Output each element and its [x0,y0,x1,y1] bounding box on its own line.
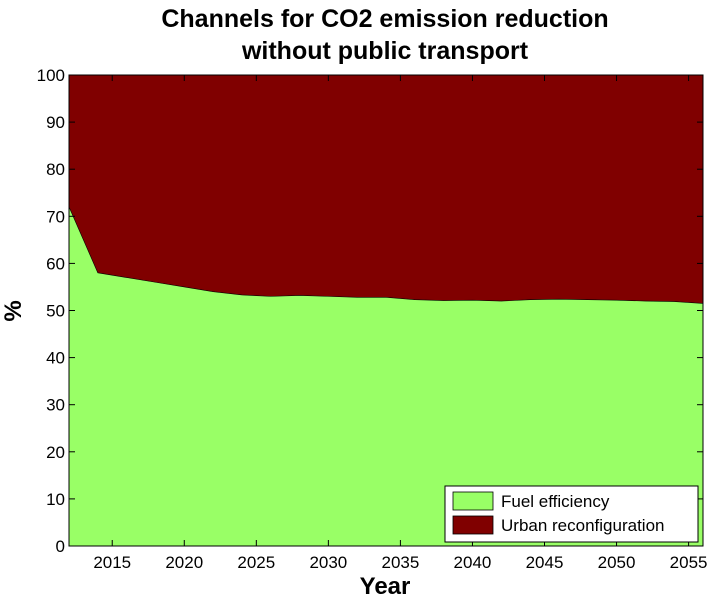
y-tick-label: 100 [37,66,65,85]
y-tick-label: 90 [46,113,65,132]
area-series-urban-reconfiguration [69,75,703,304]
y-tick-label: 50 [46,302,65,321]
y-tick-label: 60 [46,254,65,273]
y-tick-label: 10 [46,490,65,509]
y-tick-label: 70 [46,207,65,226]
legend-label: Fuel efficiency [501,492,610,511]
x-axis: 2015 2020 2025 2030 2035 2040 2045 2050 2055 [93,75,708,572]
legend: Fuel efficiency Urban reconfiguration [444,485,699,543]
x-tick-label: 2025 [237,553,275,572]
x-tick-label: 2040 [454,553,492,572]
y-axis-label: % [0,300,27,321]
y-tick-label: 20 [46,443,65,462]
y-tick-label: 80 [46,160,65,179]
x-tick-label: 2050 [598,553,636,572]
area-series-group [68,75,704,546]
x-tick-label: 2015 [93,553,131,572]
y-axis: 0 10 20 30 40 50 60 70 80 90 100 [37,66,703,556]
y-tick-label: 0 [56,537,65,556]
x-tick-label: 2020 [165,553,203,572]
area-series-fuel-efficiency [69,206,703,546]
legend-swatch [452,515,494,535]
chart-title-line-1: Channels for CO2 emission reduction [161,5,608,33]
y-tick-label: 30 [46,396,65,415]
x-tick-label: 2030 [309,553,347,572]
legend-label: Urban reconfiguration [501,516,664,535]
chart-title-line-2: without public transport [241,37,529,65]
x-axis-label: Year [360,573,411,597]
x-tick-label: 2055 [670,553,708,572]
series-boundary-line [68,206,704,304]
x-tick-label: 2045 [526,553,564,572]
y-tick-label: 40 [46,349,65,368]
x-tick-label: 2035 [381,553,419,572]
legend-swatch [452,491,494,511]
